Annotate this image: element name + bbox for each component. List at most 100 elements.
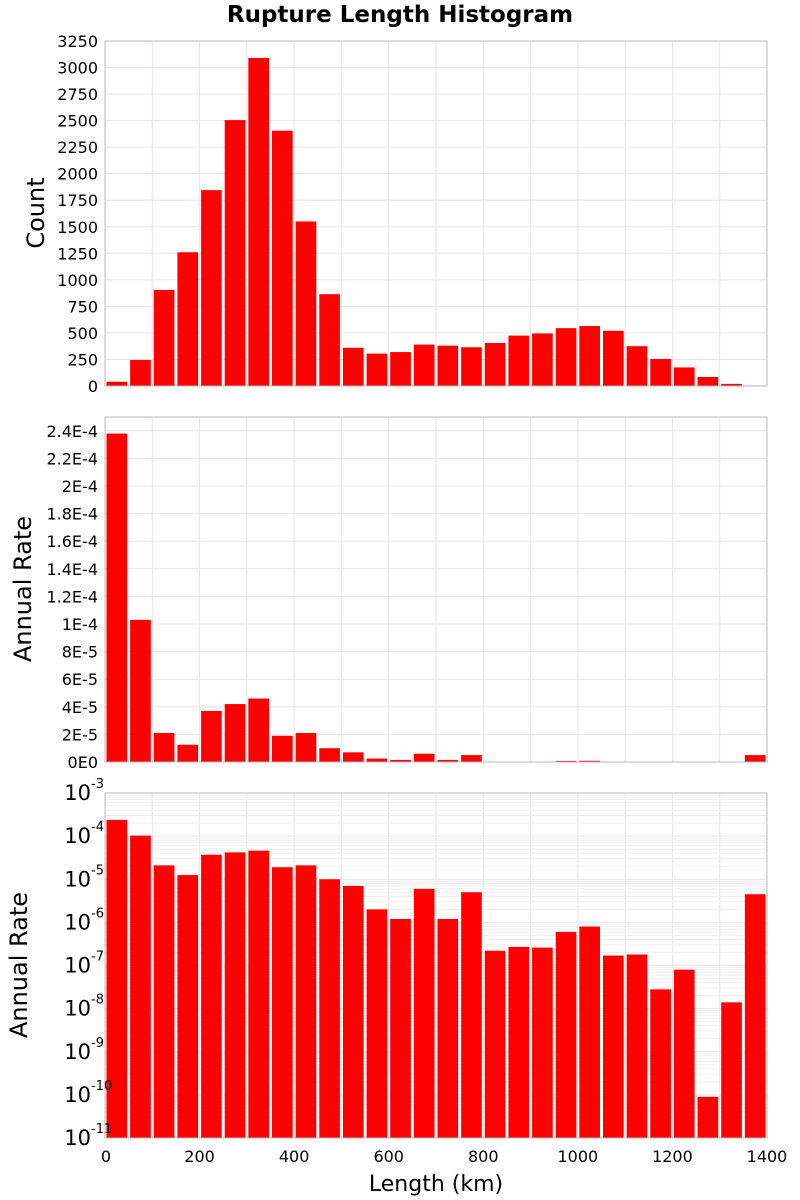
x-tick-label: 1400 (747, 1147, 788, 1166)
y-tick-label: 1.4E-4 (46, 560, 98, 579)
histogram-bar (295, 865, 317, 1138)
histogram-bar (461, 755, 482, 762)
x-axis-label: Length (km) (369, 1172, 503, 1197)
y-tick-label: 10 (64, 867, 91, 891)
y-tick-label: 1.8E-4 (46, 505, 98, 524)
histogram-bar (224, 120, 246, 386)
y-tick-label: 10 (64, 1083, 91, 1107)
histogram-bar (366, 758, 388, 762)
y-tick-label: 2500 (57, 112, 98, 131)
rate-linear-plot-frame (104, 416, 768, 763)
histogram-bar (413, 753, 435, 762)
rate-log-y-axis-label: Annual Rate (5, 892, 33, 1038)
histogram-bar (555, 931, 577, 1138)
histogram-bar (272, 867, 293, 1138)
y-tick-exponent: -11 (91, 1122, 112, 1137)
histogram-bar (342, 347, 364, 386)
histogram-bar (744, 755, 766, 762)
histogram-bar (130, 619, 151, 762)
y-tick-exponent: -10 (91, 1079, 112, 1094)
histogram-bar (437, 918, 459, 1138)
y-tick-label: 1500 (57, 218, 98, 237)
histogram-bar (626, 954, 648, 1138)
histogram-bar (603, 955, 624, 1138)
y-tick-label: 6E-5 (62, 670, 98, 689)
histogram-bar (366, 353, 388, 386)
histogram-bar (721, 1002, 742, 1138)
histogram-bar (555, 760, 577, 762)
histogram-bar (579, 326, 600, 386)
histogram-bar (106, 381, 128, 386)
histogram-bar (201, 190, 222, 386)
histogram-bar (201, 710, 222, 762)
histogram-bar (106, 819, 128, 1138)
y-tick-label: 1.2E-4 (46, 587, 98, 606)
y-tick-label: 1750 (57, 191, 98, 210)
histogram-bar (508, 335, 530, 386)
y-tick-label: 10 (64, 781, 91, 805)
y-tick-label: 10 (64, 1126, 91, 1150)
histogram-bar (319, 879, 340, 1138)
histogram-bar (106, 433, 128, 762)
x-tick-label: 600 (373, 1147, 404, 1166)
histogram-bar (366, 909, 388, 1138)
histogram-bar (177, 252, 199, 386)
histogram-bar (390, 918, 411, 1138)
y-tick-label: 4E-5 (62, 698, 98, 717)
y-tick-exponent: -4 (91, 820, 104, 835)
histogram-bar (177, 875, 199, 1138)
histogram-bar (295, 221, 317, 386)
histogram-bar (201, 854, 222, 1138)
y-tick-label: 750 (67, 297, 98, 316)
histogram-bar (295, 733, 317, 762)
histogram-bar (319, 294, 340, 386)
histogram-bar (484, 343, 506, 386)
histogram-bar (437, 345, 459, 386)
histogram-bar (532, 333, 553, 386)
histogram-bar (319, 748, 340, 762)
histogram-bar (461, 892, 482, 1138)
histogram-bar (390, 759, 411, 762)
y-tick-label: 2.4E-4 (46, 422, 98, 441)
y-tick-label: 1.6E-4 (46, 532, 98, 551)
histogram-bar (153, 865, 175, 1138)
histogram-bar (153, 733, 175, 762)
y-tick-exponent: -9 (91, 1036, 104, 1051)
x-axis-ticks: 0 200 400 600 800 1000 1200 1400 (101, 1147, 787, 1166)
chart-title: Rupture Length Histogram (227, 2, 573, 28)
rate-linear-grid (105, 417, 767, 763)
y-tick-label: 3000 (57, 59, 98, 78)
histogram-bar (248, 57, 269, 386)
y-tick-label: 10 (64, 910, 91, 934)
y-tick-label: 1E-4 (62, 615, 98, 634)
histogram-bar (721, 383, 742, 386)
y-tick-label: 10 (64, 824, 91, 848)
y-tick-label: 1000 (57, 271, 98, 290)
y-tick-label: 10 (64, 1040, 91, 1064)
y-tick-label: 2000 (57, 165, 98, 184)
y-tick-label: 2250 (57, 138, 98, 157)
histogram-bar (650, 358, 671, 386)
histogram-bar (437, 759, 459, 762)
y-tick-label: 2E-4 (62, 477, 98, 496)
rate-linear-bars (106, 433, 766, 762)
y-tick-label: 1250 (57, 244, 98, 263)
y-tick-exponent: -5 (91, 863, 104, 878)
histogram-bar (153, 289, 175, 386)
y-tick-label: 0 (88, 377, 98, 396)
histogram-bar (224, 704, 246, 762)
y-tick-exponent: -6 (91, 906, 104, 921)
histogram-bar (413, 344, 435, 386)
y-tick-label: 0E0 (68, 753, 98, 772)
count-bars (106, 57, 766, 386)
count-y-ticks: 0 250 500 750 1000 1250 1500 1750 2000 2250 2500 27… (57, 32, 98, 396)
histogram-bar (461, 347, 482, 386)
rate-linear-y-axis-label: Annual Rate (9, 516, 37, 662)
histogram-bar (697, 376, 719, 386)
y-tick-label: 2.2E-4 (46, 449, 98, 468)
histogram-bar (224, 852, 246, 1138)
rate-linear-y-ticks: 0E0 2E-5 4E-5 6E-5 8E-5 1E-4 1.2E-4 1.4E-4 1.6E-… (46, 422, 98, 772)
histogram-bar (508, 946, 530, 1138)
